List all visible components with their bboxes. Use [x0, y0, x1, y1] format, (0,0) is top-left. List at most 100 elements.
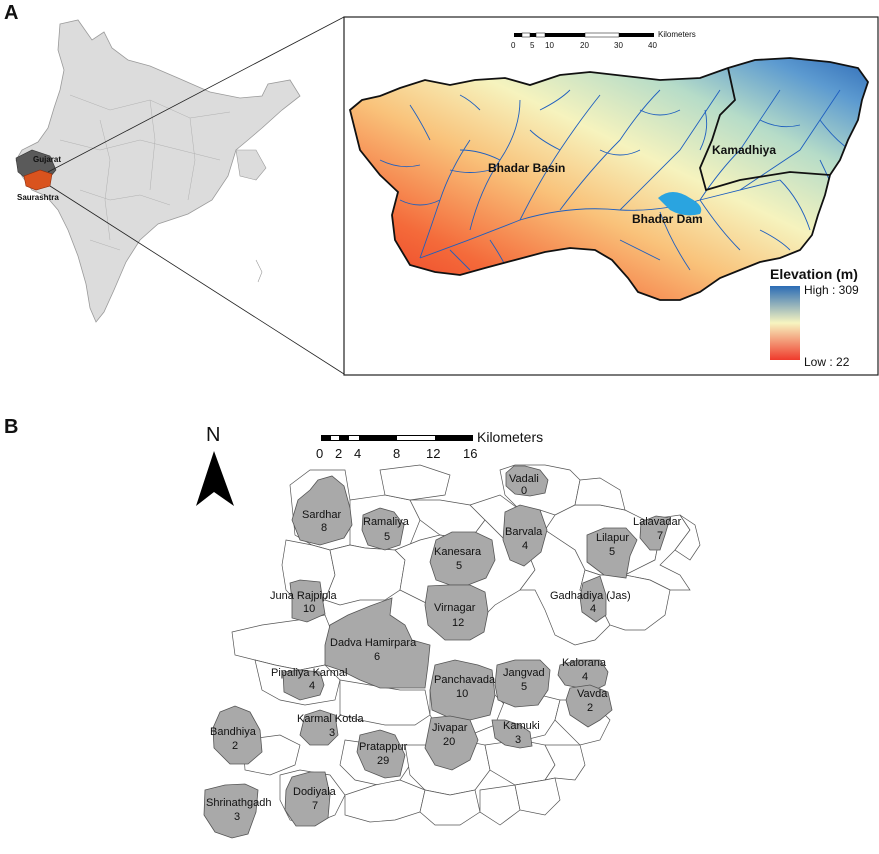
- village-name: Kanesara: [434, 546, 482, 558]
- village-count: 3: [329, 727, 335, 739]
- village-name: Pipaliya Karmal: [271, 667, 347, 679]
- village-name: Karmal Kotda: [297, 713, 365, 725]
- scale-b-tick: 4: [354, 446, 361, 461]
- village-name: Pratappur: [359, 741, 408, 753]
- village-count: 10: [303, 603, 315, 615]
- scale-b-unit: Kilometers: [477, 429, 543, 445]
- scale-a-tick: 0: [511, 41, 516, 50]
- village-count: 3: [515, 734, 521, 746]
- north-arrow-icon: [196, 451, 234, 506]
- village-name: Lilapur: [596, 532, 629, 544]
- elevation-legend: Elevation (m) High : 309 Low : 22: [770, 266, 859, 369]
- legend-title: Elevation (m): [770, 266, 858, 282]
- scale-a-tick: 5: [530, 41, 535, 50]
- basin-boundary: [348, 57, 869, 301]
- scale-b-tick: 8: [393, 446, 400, 461]
- village-pratappur: [356, 729, 406, 779]
- village-pipaliya-karmal: [282, 669, 325, 701]
- village-kamuki: [491, 719, 533, 749]
- village-name: Dadva Hamirpara: [330, 637, 417, 649]
- scale-b-tick: 16: [463, 446, 477, 461]
- village-kalorana: [557, 659, 609, 691]
- village-dodiyala: [284, 771, 331, 827]
- village-name: Kamuki: [503, 720, 540, 732]
- zoom-connector: [47, 16, 345, 375]
- village-count: 4: [582, 671, 588, 683]
- village-vavda: [565, 684, 613, 728]
- river-network: [379, 89, 851, 271]
- scale-b-tick: 0: [316, 446, 323, 461]
- scale-bar-a: 0 5 10 20 30 40 Kilometers: [511, 30, 696, 50]
- village-count: 8: [321, 522, 327, 534]
- scale-a-unit: Kilometers: [658, 30, 696, 39]
- village-count: 2: [232, 740, 238, 752]
- scale-a-tick: 40: [648, 41, 657, 50]
- village-panchavada: [429, 659, 496, 721]
- india-map: Gujarat Saurashtra: [15, 19, 301, 323]
- village-gadhadiya: [579, 575, 607, 623]
- scale-a-tick: 20: [580, 41, 589, 50]
- village-lilapur: [586, 527, 638, 579]
- village-count: 10: [456, 688, 468, 700]
- village-count: 3: [234, 811, 240, 823]
- scale-a-tick: 10: [545, 41, 554, 50]
- village-name: Kalorana: [562, 657, 607, 669]
- village-jivapar: [424, 715, 479, 771]
- village-count: 6: [374, 651, 380, 663]
- village-count: 29: [377, 755, 389, 767]
- village-lalavadar: [639, 515, 671, 551]
- village-kanesara: [429, 531, 496, 586]
- village-name: Panchavada: [434, 674, 496, 686]
- village-name: Lalavadar: [633, 516, 682, 528]
- scale-a-tick: 30: [614, 41, 623, 50]
- village-shrinathgadh: [203, 783, 259, 839]
- village-name: Barvala: [505, 526, 543, 538]
- village-name: Sardhar: [302, 509, 341, 521]
- village-name: Gadhadiya (Jas): [550, 590, 631, 602]
- bhadar-basin-label: Bhadar Basin: [488, 161, 565, 175]
- north-arrow: N: [196, 424, 234, 506]
- village-sardhar: [291, 475, 353, 546]
- bhadar-dam-label: Bhadar Dam: [632, 212, 703, 226]
- scale-b-tick: 2: [335, 446, 342, 461]
- village-labels: Vadali 0 Sardhar 8 Ramaliya 5 Barvala 4 …: [206, 473, 682, 823]
- village-ramaliya: [361, 507, 405, 551]
- village-barvala: [502, 504, 548, 567]
- village-name: Virnagar: [434, 602, 476, 614]
- highlighted-villages: [203, 465, 671, 839]
- village-count: 5: [609, 546, 615, 558]
- village-name: Ramaliya: [363, 516, 410, 528]
- village-count: 7: [657, 530, 663, 542]
- village-count: 5: [521, 681, 527, 693]
- panel-b-letter: B: [4, 416, 19, 438]
- village-name: Vadali: [509, 473, 539, 485]
- panel-a-letter: A: [4, 2, 19, 24]
- village-count: 0: [521, 485, 527, 497]
- village-count: 4: [309, 680, 315, 692]
- village-name: Vavda: [577, 688, 608, 700]
- village-name: Jangvad: [503, 667, 545, 679]
- scale-bar-b: 0 2 4 8 12 16 Kilometers: [316, 429, 543, 461]
- village-count: 5: [384, 531, 390, 543]
- gujarat-label: Gujarat: [33, 155, 61, 164]
- village-virnagar: [424, 584, 489, 641]
- village-name: Juna Rajpipla: [270, 590, 338, 602]
- kamadhiya-label: Kamadhiya: [712, 143, 776, 157]
- village-jangvad: [494, 659, 551, 708]
- village-count: 12: [452, 617, 464, 629]
- village-dadva-hamirpara: [324, 597, 431, 689]
- village-karmal-kotda: [299, 709, 339, 746]
- village-count: 4: [522, 540, 528, 552]
- kamadhiya-boundary: [699, 67, 831, 192]
- village-bandhiya: [212, 705, 263, 765]
- village-count: 20: [443, 736, 455, 748]
- village-name: Jivapar: [432, 722, 468, 734]
- north-label: N: [206, 424, 220, 446]
- village-count: 2: [587, 702, 593, 714]
- scale-b-tick: 12: [426, 446, 440, 461]
- village-name: Dodiyala: [293, 786, 337, 798]
- legend-low: Low : 22: [804, 355, 850, 369]
- village-juna-rajpipla: [289, 579, 326, 623]
- legend-color-ramp: [770, 286, 800, 360]
